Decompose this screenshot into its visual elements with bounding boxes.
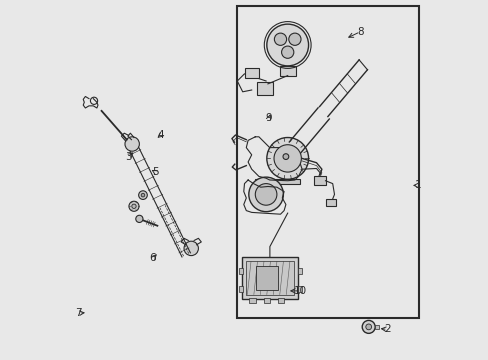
Bar	[297, 286, 302, 292]
FancyBboxPatch shape	[257, 82, 272, 95]
Bar	[277, 298, 284, 303]
Bar	[279, 66, 295, 76]
Circle shape	[274, 33, 286, 45]
Circle shape	[281, 46, 293, 58]
Circle shape	[266, 138, 308, 179]
Bar	[263, 298, 269, 303]
FancyBboxPatch shape	[325, 199, 336, 206]
Text: 4: 4	[157, 130, 164, 140]
Bar	[239, 286, 243, 292]
Text: 2: 2	[384, 324, 390, 334]
Bar	[249, 298, 255, 303]
Text: 3: 3	[125, 152, 132, 162]
FancyBboxPatch shape	[313, 176, 325, 185]
Circle shape	[248, 177, 283, 212]
Circle shape	[141, 193, 144, 197]
Circle shape	[255, 184, 276, 205]
Bar	[256, 266, 277, 290]
Circle shape	[183, 241, 198, 256]
Circle shape	[266, 24, 308, 66]
Bar	[242, 257, 297, 299]
Circle shape	[136, 215, 142, 222]
Bar	[255, 179, 300, 184]
Bar	[239, 268, 243, 274]
Bar	[374, 325, 379, 329]
Text: 5: 5	[152, 167, 158, 177]
Bar	[236, 6, 419, 318]
Text: 7: 7	[76, 308, 82, 318]
Text: 6: 6	[149, 253, 156, 264]
Bar	[245, 261, 294, 295]
FancyBboxPatch shape	[244, 68, 258, 78]
Circle shape	[129, 201, 139, 211]
Circle shape	[273, 145, 301, 172]
Bar	[297, 268, 302, 274]
Text: 9: 9	[265, 113, 272, 123]
Circle shape	[283, 154, 288, 159]
Text: 8: 8	[356, 27, 363, 37]
Text: 1: 1	[414, 180, 421, 190]
Circle shape	[139, 191, 147, 199]
Text: 10: 10	[293, 286, 306, 296]
Circle shape	[125, 137, 139, 151]
Circle shape	[132, 204, 136, 208]
Circle shape	[362, 320, 374, 333]
Circle shape	[288, 33, 301, 45]
Circle shape	[365, 324, 371, 330]
